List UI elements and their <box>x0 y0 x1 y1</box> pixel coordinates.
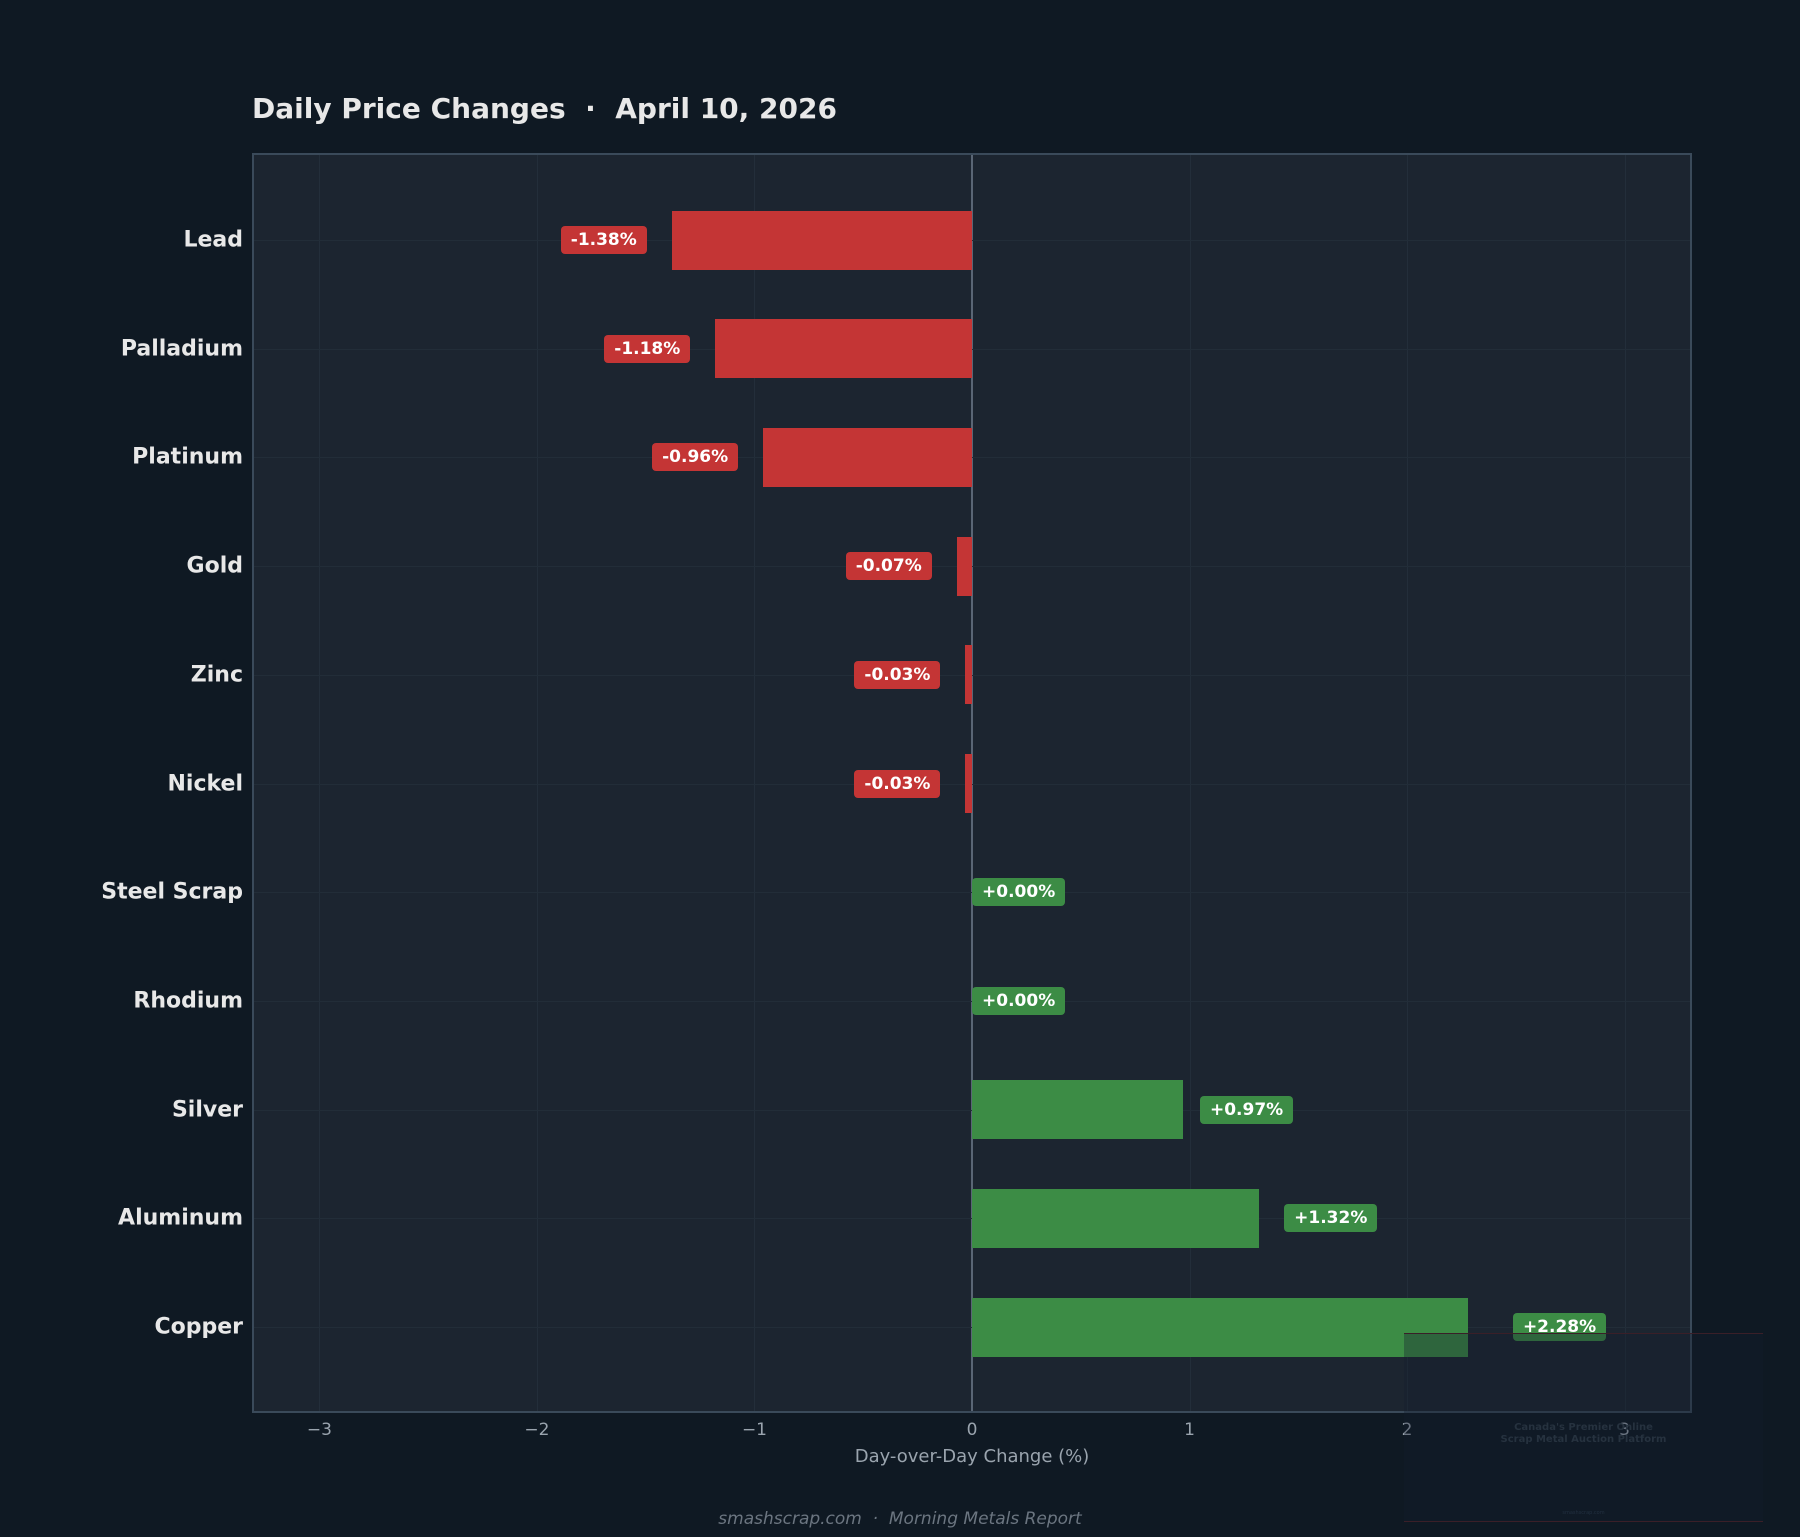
x-gridline <box>536 155 538 1411</box>
value-badge: -0.96% <box>652 443 739 472</box>
y-tick-label: Zinc <box>190 662 243 688</box>
x-gridline <box>1624 155 1626 1411</box>
zero-line <box>971 155 973 1411</box>
chart-title: Daily Price Changes · April 10, 2026 <box>252 92 837 125</box>
value-badge: +1.32% <box>1284 1204 1378 1233</box>
y-tick-label: Rhodium <box>133 988 243 1014</box>
x-tick-label: 0 <box>966 1420 978 1440</box>
y-gridline <box>254 240 1690 241</box>
y-tick-label: Palladium <box>120 336 243 362</box>
value-badge: -0.03% <box>854 769 941 798</box>
watermark-url: smashscrap.com <box>1562 1510 1605 1516</box>
y-gridline <box>254 566 1690 568</box>
bar-silver <box>972 1080 1183 1140</box>
x-tick-label: 2 <box>1401 1420 1413 1440</box>
bar-platinum <box>763 427 972 487</box>
watermark-line2: Scrap Metal Auction Platform <box>1500 1434 1667 1445</box>
value-badge: +0.00% <box>972 878 1066 907</box>
value-badge: -1.18% <box>604 334 691 363</box>
y-tick-label: Gold <box>186 553 243 579</box>
bar-aluminum <box>972 1188 1260 1248</box>
y-tick-label: Silver <box>171 1097 243 1123</box>
watermark-text: Canada's Premier Online Scrap Metal Auct… <box>1404 1422 1763 1446</box>
x-tick-label: −3 <box>306 1420 332 1440</box>
x-gridline <box>319 155 321 1411</box>
x-gridline <box>1189 155 1191 1411</box>
x-tick-label: −1 <box>741 1420 767 1440</box>
x-gridline <box>754 155 756 1411</box>
value-badge: -0.07% <box>845 552 932 581</box>
bar-nickel <box>965 754 972 813</box>
footer-credit: smashscrap.com · Morning Metals Report <box>718 1509 1082 1529</box>
bar-lead <box>671 210 972 270</box>
y-tick-label: Steel Scrap <box>101 879 243 905</box>
y-gridline <box>254 783 1690 785</box>
bar-zinc <box>965 645 972 705</box>
bar-palladium <box>715 319 972 379</box>
value-badge: -0.03% <box>854 660 941 689</box>
plot-area: -1.38% -1.18% -0.96% -0.07% -0.03% -0.03% +0.0… <box>252 153 1692 1413</box>
y-tick-label: Platinum <box>132 444 243 470</box>
y-tick-label: Aluminum <box>118 1205 243 1231</box>
watermark: Canada's Premier Online Scrap Metal Auct… <box>1404 1333 1763 1522</box>
y-tick-label: Nickel <box>167 771 244 796</box>
y-tick-label: Copper <box>154 1314 243 1340</box>
y-gridline <box>254 457 1690 459</box>
bar-copper <box>972 1297 1468 1357</box>
x-tick-label: −2 <box>524 1420 550 1440</box>
value-badge: -1.38% <box>560 226 647 254</box>
y-gridline <box>254 674 1690 676</box>
x-tick-label: 3 <box>1619 1420 1630 1440</box>
y-tick-label: Lead <box>183 227 243 253</box>
x-gridline <box>1407 155 1409 1411</box>
x-tick-label: 1 <box>1184 1420 1195 1440</box>
value-badge: +2.28% <box>1512 1313 1607 1341</box>
x-axis-label: Day-over-Day Change (%) <box>854 1446 1090 1467</box>
watermark-line1: Canada's Premier Online <box>1514 1422 1653 1433</box>
value-badge: +0.97% <box>1199 1095 1294 1124</box>
bar-gold <box>956 536 972 596</box>
value-badge: +0.00% <box>972 986 1066 1015</box>
y-gridline <box>254 348 1690 350</box>
